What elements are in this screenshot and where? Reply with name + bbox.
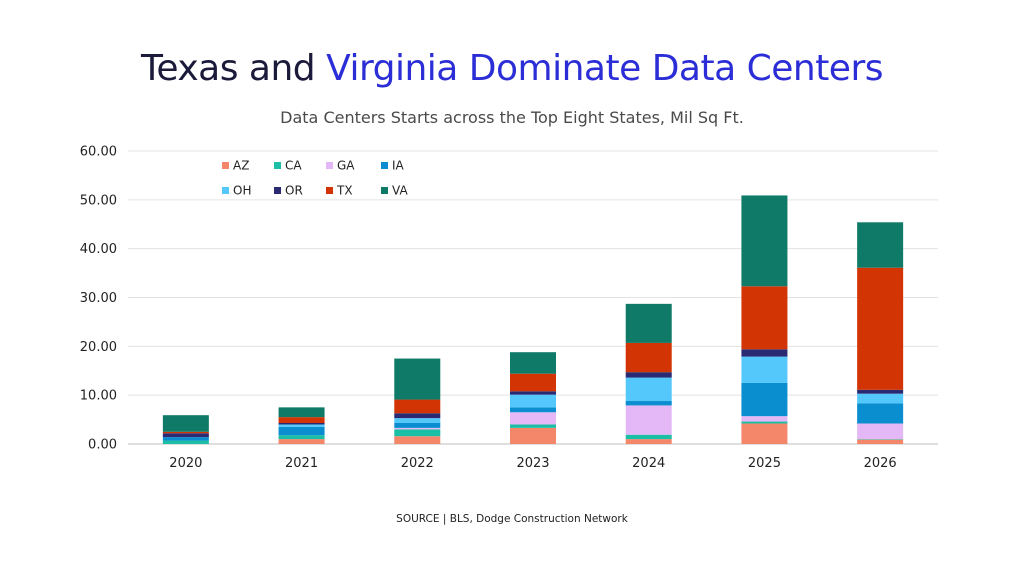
- legend-swatch-ca: [274, 162, 281, 169]
- y-tick-label: 10.00: [80, 389, 117, 404]
- bar-segment-ga-2022: [394, 427, 441, 430]
- legend-swatch-ia: [381, 162, 388, 169]
- bar-segment-or-2020: [162, 433, 209, 438]
- bar-segment-ca-2021: [278, 435, 325, 440]
- bar-segment-tx-2026: [857, 267, 904, 390]
- bar-segment-az-2021: [278, 439, 325, 444]
- bar-segment-az-2024: [625, 439, 672, 444]
- y-axis: 0.00 10.00 20.00 30.00 40.00 50.00 60.00: [80, 145, 117, 453]
- bar-segment-va-2020: [162, 415, 209, 432]
- x-axis: 2020 2021 2022 2023 2024 2025 2026: [169, 456, 896, 471]
- y-tick-label: 50.00: [80, 193, 117, 208]
- bar-segment-va-2023: [510, 352, 556, 374]
- bar-segment-or-2025: [741, 349, 788, 357]
- legend-swatch-az: [222, 162, 229, 169]
- y-tick-label: 30.00: [80, 291, 117, 306]
- bar-segment-va-2025: [741, 195, 788, 287]
- legend-swatch-oh: [222, 187, 229, 194]
- bar-segment-ca-2022: [394, 429, 441, 437]
- legend-swatch-ga: [326, 162, 333, 169]
- bar-segment-ca-2023: [510, 424, 556, 428]
- bar-segment-ca-2020: [162, 440, 209, 444]
- legend-label-ia: IA: [392, 159, 405, 173]
- bar-segment-or-2026: [857, 389, 904, 394]
- bar-segment-or-2024: [625, 372, 672, 378]
- y-tick-label: 20.00: [80, 340, 117, 355]
- legend-label-tx: TX: [336, 184, 353, 198]
- bar-segment-oh-2023: [510, 394, 556, 408]
- bar-segment-ga-2023: [510, 412, 556, 425]
- bar-segment-or-2023: [510, 391, 556, 395]
- bar-segment-va-2024: [625, 303, 672, 343]
- legend-label-va: VA: [392, 184, 408, 198]
- legend-swatch-or: [274, 187, 281, 194]
- bar-segment-tx-2023: [510, 373, 556, 392]
- y-tick-label: 40.00: [80, 242, 117, 257]
- chart-title-part2: Virginia Dominate Data Centers: [326, 48, 884, 89]
- bar-segment-oh-2022: [394, 418, 441, 424]
- bar-segment-ga-2026: [857, 423, 904, 440]
- bar-segment-oh-2026: [857, 393, 904, 404]
- bar-segment-ia-2025: [741, 382, 788, 417]
- bar-segment-ga-2025: [741, 416, 788, 422]
- bar-segment-az-2026: [857, 439, 904, 444]
- bar-segment-ia-2024: [625, 401, 672, 406]
- chart-subtitle: Data Centers Starts across the Top Eight…: [280, 108, 744, 127]
- legend-label-ga: GA: [337, 159, 355, 173]
- bar-segment-oh-2021: [278, 424, 325, 427]
- bar-segment-az-2022: [394, 436, 441, 444]
- x-tick-label: 2020: [169, 456, 202, 471]
- x-tick-label: 2021: [285, 456, 318, 471]
- source-note: SOURCE | BLS, Dodge Construction Network: [396, 513, 628, 525]
- legend-label-az: AZ: [233, 159, 249, 173]
- bar-segment-ca-2024: [625, 434, 672, 440]
- bar-segment-ca-2025: [741, 421, 788, 424]
- bar-segment-az-2023: [510, 427, 556, 444]
- legend-label-oh: OH: [233, 184, 251, 198]
- bar-segment-ga-2024: [625, 405, 672, 435]
- bar-segment-or-2021: [278, 423, 325, 425]
- bar-segment-tx-2025: [741, 286, 788, 350]
- x-tick-label: 2022: [401, 456, 434, 471]
- legend-swatch-va: [381, 187, 388, 194]
- legend: AZ CA GA IA OH OR TX VA: [222, 159, 408, 198]
- legend-label-or: OR: [285, 184, 303, 198]
- bar-segment-tx-2021: [278, 417, 325, 424]
- legend-swatch-tx: [326, 187, 333, 194]
- bar-segment-ia-2020: [162, 437, 209, 441]
- bar-segment-az-2025: [741, 423, 788, 444]
- legend-label-ca: CA: [285, 159, 302, 173]
- x-tick-label: 2026: [864, 456, 897, 471]
- bars: [162, 195, 904, 444]
- grid-lines: [128, 150, 938, 445]
- bar-segment-oh-2025: [741, 356, 788, 383]
- bar-segment-or-2022: [394, 413, 441, 419]
- bar-segment-va-2022: [394, 358, 441, 400]
- bar-segment-ia-2023: [510, 407, 556, 413]
- bar-segment-ia-2021: [278, 426, 325, 436]
- bar-segment-ia-2026: [857, 403, 904, 424]
- x-tick-label: 2025: [748, 456, 781, 471]
- bar-segment-tx-2020: [162, 431, 209, 434]
- y-tick-label: 60.00: [80, 145, 117, 160]
- bar-segment-tx-2024: [625, 342, 672, 373]
- bar-segment-va-2021: [278, 407, 325, 418]
- x-tick-label: 2024: [632, 456, 665, 471]
- x-tick-label: 2023: [516, 456, 549, 471]
- bar-segment-tx-2022: [394, 399, 441, 414]
- bar-segment-va-2026: [857, 222, 904, 268]
- chart-title-part1: Texas and: [140, 48, 316, 89]
- y-tick-label: 0.00: [88, 438, 117, 453]
- bar-segment-oh-2024: [625, 377, 672, 402]
- bar-segment-ia-2022: [394, 423, 441, 428]
- chart-title: Texas and Virginia Dominate Data Centers: [0, 48, 1024, 89]
